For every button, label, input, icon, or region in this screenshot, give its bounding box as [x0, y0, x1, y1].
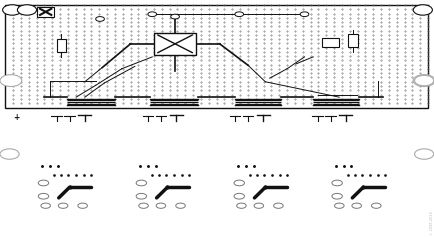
Circle shape: [0, 149, 19, 159]
Circle shape: [175, 203, 185, 208]
Circle shape: [253, 203, 263, 208]
Circle shape: [38, 193, 49, 199]
Circle shape: [3, 5, 22, 15]
Circle shape: [371, 203, 380, 208]
Circle shape: [170, 14, 179, 19]
Circle shape: [233, 180, 244, 186]
Circle shape: [414, 75, 433, 86]
Circle shape: [233, 193, 244, 199]
Circle shape: [136, 180, 146, 186]
Circle shape: [412, 75, 434, 87]
Circle shape: [136, 193, 146, 199]
Circle shape: [41, 203, 50, 208]
Circle shape: [331, 193, 342, 199]
Circle shape: [331, 180, 342, 186]
Circle shape: [414, 149, 433, 159]
Circle shape: [351, 203, 361, 208]
Circle shape: [95, 17, 104, 21]
Bar: [56, 39, 66, 52]
Bar: [5, 5, 427, 108]
Circle shape: [412, 5, 431, 15]
Circle shape: [273, 203, 283, 208]
Bar: [37, 7, 54, 17]
Circle shape: [299, 12, 308, 17]
Circle shape: [148, 12, 156, 17]
Bar: [321, 38, 339, 47]
Circle shape: [17, 5, 36, 15]
Text: +: +: [13, 113, 20, 122]
Bar: [154, 33, 195, 55]
Circle shape: [236, 203, 246, 208]
Circle shape: [138, 203, 148, 208]
Circle shape: [78, 203, 87, 208]
Circle shape: [156, 203, 165, 208]
Circle shape: [0, 75, 22, 87]
Circle shape: [234, 12, 243, 17]
Circle shape: [58, 203, 68, 208]
Circle shape: [334, 203, 343, 208]
Bar: [347, 34, 357, 47]
Text: © 2008-2016: © 2008-2016: [429, 211, 433, 235]
Circle shape: [38, 180, 49, 186]
